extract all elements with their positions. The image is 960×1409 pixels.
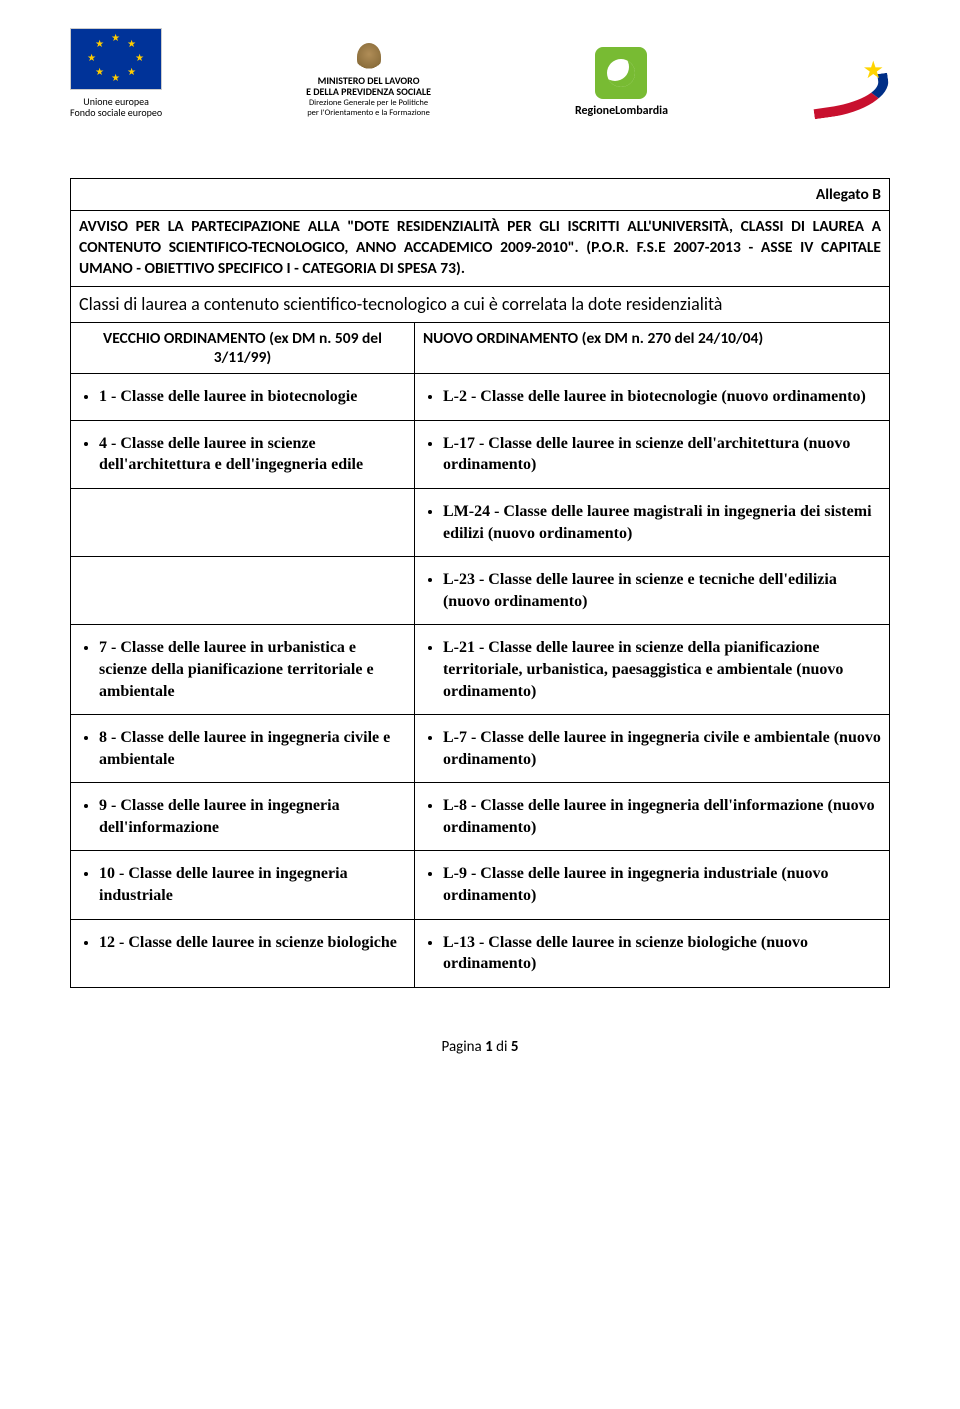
- cell-right: L-13 - Classe delle lauree in scienze bi…: [414, 919, 889, 987]
- content-table: Allegato B AVVISO PER LA PARTECIPAZIONE …: [70, 178, 890, 988]
- table-row: 7 - Classe delle lauree in urbanistica e…: [71, 625, 890, 715]
- logo-lombardia: RegioneLombardia: [575, 47, 668, 118]
- logo-fse: ★: [812, 60, 890, 118]
- list-item: L-13 - Classe delle lauree in scienze bi…: [443, 932, 881, 975]
- cell-left: [71, 488, 415, 556]
- italy-emblem-icon: [357, 43, 381, 71]
- logo-row: ★ ★ ★ ★ ★ ★ ★ ★ Unione europea Fondo soc…: [70, 28, 890, 118]
- col-right-head: NUOVO ORDINAMENTO (ex DM n. 270 del 24/1…: [414, 323, 889, 374]
- cell-right: L-17 - Classe delle lauree in scienze de…: [414, 420, 889, 488]
- cell-left: 4 - Classe delle lauree in scienze dell'…: [71, 420, 415, 488]
- logo-ministero: MINISTERO DEL LAVORO E DELLA PREVIDENZA …: [306, 43, 431, 118]
- table-row: 1 - Classe delle lauree in biotecnologie…: [71, 374, 890, 421]
- list-item: L-23 - Classe delle lauree in scienze e …: [443, 569, 881, 612]
- list-item: L-21 - Classe delle lauree in scienze de…: [443, 637, 881, 702]
- list-item: L-8 - Classe delle lauree in ingegneria …: [443, 795, 881, 838]
- logo-eu: ★ ★ ★ ★ ★ ★ ★ ★ Unione europea Fondo soc…: [70, 28, 162, 118]
- table-row: 10 - Classe delle lauree in ingegneria i…: [71, 851, 890, 919]
- list-item: 7 - Classe delle lauree in urbanistica e…: [99, 637, 406, 702]
- cell-left: 9 - Classe delle lauree in ingegneria de…: [71, 783, 415, 851]
- list-item: L-7 - Classe delle lauree in ingegneria …: [443, 727, 881, 770]
- cell-left: 7 - Classe delle lauree in urbanistica e…: [71, 625, 415, 715]
- cell-right: L-23 - Classe delle lauree in scienze e …: [414, 557, 889, 625]
- list-item: 10 - Classe delle lauree in ingegneria i…: [99, 863, 406, 906]
- page-footer: Pagina 1 di 5: [70, 1038, 890, 1056]
- list-item: L-17 - Classe delle lauree in scienze de…: [443, 433, 881, 476]
- list-item: 1 - Classe delle lauree in biotecnologie: [99, 386, 406, 408]
- footer-total: 5: [511, 1038, 519, 1056]
- lombardia-label: RegioneLombardia: [575, 105, 668, 118]
- table-row: 4 - Classe delle lauree in scienze dell'…: [71, 420, 890, 488]
- table-row: LM-24 - Classe delle lauree magistrali i…: [71, 488, 890, 556]
- list-item: 4 - Classe delle lauree in scienze dell'…: [99, 433, 406, 476]
- footer-prefix: Pagina: [442, 1038, 486, 1056]
- cell-right: L-7 - Classe delle lauree in ingegneria …: [414, 715, 889, 783]
- ministero-line-2: E DELLA PREVIDENZA SOCIALE: [306, 86, 431, 97]
- avviso-title: AVVISO PER LA PARTECIPAZIONE ALLA "DOTE …: [71, 211, 890, 287]
- list-item: L-9 - Classe delle lauree in ingegneria …: [443, 863, 881, 906]
- table-row: 8 - Classe delle lauree in ingegneria ci…: [71, 715, 890, 783]
- footer-page: 1: [485, 1038, 493, 1056]
- table-row: 12 - Classe delle lauree in scienze biol…: [71, 919, 890, 987]
- col-left-head: VECCHIO ORDINAMENTO (ex DM n. 509 del 3/…: [71, 323, 415, 374]
- cell-right: L-9 - Classe delle lauree in ingegneria …: [414, 851, 889, 919]
- eu-label-2: Fondo sociale europeo: [70, 107, 162, 118]
- list-item: L-2 - Classe delle lauree in biotecnolog…: [443, 386, 881, 408]
- eu-flag-icon: ★ ★ ★ ★ ★ ★ ★ ★: [70, 28, 162, 90]
- cell-left: 12 - Classe delle lauree in scienze biol…: [71, 919, 415, 987]
- footer-mid: di: [493, 1038, 511, 1056]
- list-item: 8 - Classe delle lauree in ingegneria ci…: [99, 727, 406, 770]
- cell-right: LM-24 - Classe delle lauree magistrali i…: [414, 488, 889, 556]
- cell-left: 1 - Classe delle lauree in biotecnologie: [71, 374, 415, 421]
- lombardia-icon: [595, 47, 647, 99]
- subhead: Classi di laurea a contenuto scientifico…: [71, 286, 890, 322]
- fse-icon: ★: [812, 60, 890, 118]
- cell-right: L-8 - Classe delle lauree in ingegneria …: [414, 783, 889, 851]
- cell-left: [71, 557, 415, 625]
- table-row: L-23 - Classe delle lauree in scienze e …: [71, 557, 890, 625]
- list-item: LM-24 - Classe delle lauree magistrali i…: [443, 501, 881, 544]
- table-row: 9 - Classe delle lauree in ingegneria de…: [71, 783, 890, 851]
- cell-right: L-21 - Classe delle lauree in scienze de…: [414, 625, 889, 715]
- cell-left: 8 - Classe delle lauree in ingegneria ci…: [71, 715, 415, 783]
- list-item: 12 - Classe delle lauree in scienze biol…: [99, 932, 406, 954]
- page: ★ ★ ★ ★ ★ ★ ★ ★ Unione europea Fondo soc…: [0, 0, 960, 1096]
- list-item: 9 - Classe delle lauree in ingegneria de…: [99, 795, 406, 838]
- ministero-line-4: per l'Orientamento e la Formazione: [307, 109, 430, 118]
- allegato-heading: Allegato B: [71, 179, 890, 211]
- cell-left: 10 - Classe delle lauree in ingegneria i…: [71, 851, 415, 919]
- cell-right: L-2 - Classe delle lauree in biotecnolog…: [414, 374, 889, 421]
